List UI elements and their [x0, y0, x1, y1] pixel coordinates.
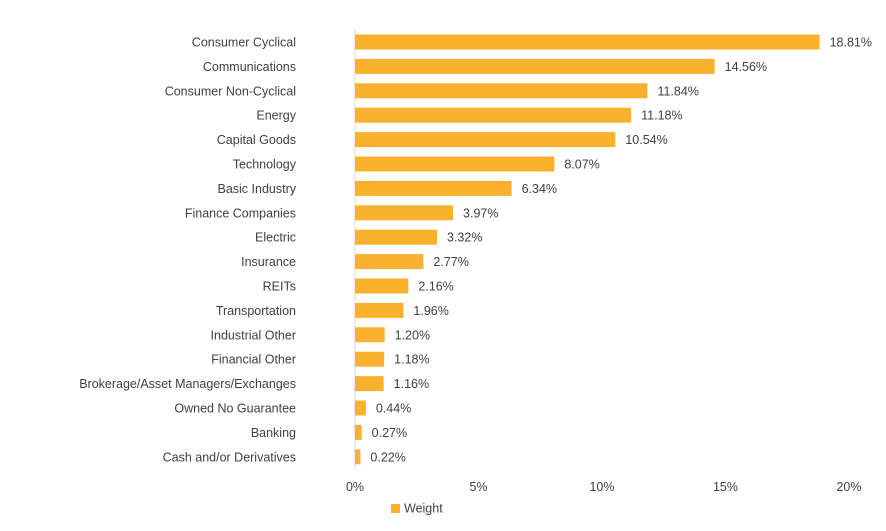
bar: [355, 83, 648, 99]
bar: [355, 132, 616, 148]
data-label: 11.18%: [641, 109, 682, 123]
category-label: Finance Companies: [185, 206, 296, 220]
labels-layer: Consumer Cyclical 18.81% Communications 14.…: [79, 36, 872, 465]
data-label: 18.81%: [830, 36, 872, 50]
category-label: Technology: [233, 158, 297, 172]
category-label: Financial Other: [211, 353, 296, 367]
category-label: Cash and/or Derivatives: [163, 450, 296, 464]
bar: [355, 107, 632, 123]
bar: [355, 327, 385, 343]
x-tick-label: 0%: [346, 480, 364, 494]
x-tick-label: 15%: [713, 480, 738, 494]
bar: [355, 376, 384, 392]
data-label: 2.77%: [433, 255, 468, 269]
category-label: Insurance: [241, 255, 296, 269]
bar: [355, 229, 438, 245]
legend-swatch: [391, 504, 400, 513]
x-tick-label: 10%: [589, 480, 614, 494]
data-label: 1.18%: [394, 353, 429, 367]
category-label: Electric: [255, 231, 296, 245]
data-label: 14.56%: [725, 60, 767, 74]
category-label: Basic Industry: [217, 182, 296, 196]
data-label: 0.22%: [370, 450, 405, 464]
category-label: Transportation: [216, 304, 296, 318]
data-label: 6.34%: [522, 182, 557, 196]
bar: [355, 278, 409, 294]
bars-layer: [355, 34, 820, 465]
data-label: 10.54%: [625, 133, 667, 147]
data-label: 1.16%: [394, 377, 429, 391]
legend-label: Weight: [404, 502, 443, 516]
data-label: 0.27%: [372, 426, 407, 440]
category-label: Brokerage/Asset Managers/Exchanges: [79, 377, 296, 391]
bar: [355, 424, 362, 440]
legend: Weight: [391, 502, 443, 516]
bar: [355, 351, 385, 367]
data-label: 0.44%: [376, 402, 411, 416]
x-tick-label: 5%: [469, 480, 487, 494]
category-label: Communications: [203, 60, 296, 74]
x-axis-ticks: 0% 5% 10% 15% 20%: [346, 480, 862, 494]
category-label: REITs: [263, 280, 296, 294]
category-label: Capital Goods: [217, 133, 296, 147]
bar: [355, 58, 715, 74]
data-label: 1.96%: [413, 304, 448, 318]
data-label: 11.84%: [657, 84, 698, 98]
bar: [355, 205, 454, 221]
bar: [355, 156, 555, 172]
data-label: 1.20%: [395, 328, 430, 342]
bar: [355, 254, 424, 270]
bar: [355, 180, 512, 196]
data-label: 2.16%: [418, 280, 453, 294]
data-label: 8.07%: [564, 158, 599, 172]
category-label: Consumer Cyclical: [192, 36, 296, 50]
category-label: Banking: [251, 426, 296, 440]
category-label: Owned No Guarantee: [174, 402, 296, 416]
x-tick-label: 20%: [836, 480, 861, 494]
data-label: 3.97%: [463, 206, 498, 220]
bar: [355, 400, 366, 416]
category-label: Energy: [256, 109, 296, 123]
bar: [355, 34, 820, 50]
category-label: Industrial Other: [211, 328, 296, 342]
data-label: 3.32%: [447, 231, 482, 245]
bar: [355, 302, 404, 318]
bar: [355, 449, 361, 465]
category-label: Consumer Non-Cyclical: [165, 84, 296, 98]
